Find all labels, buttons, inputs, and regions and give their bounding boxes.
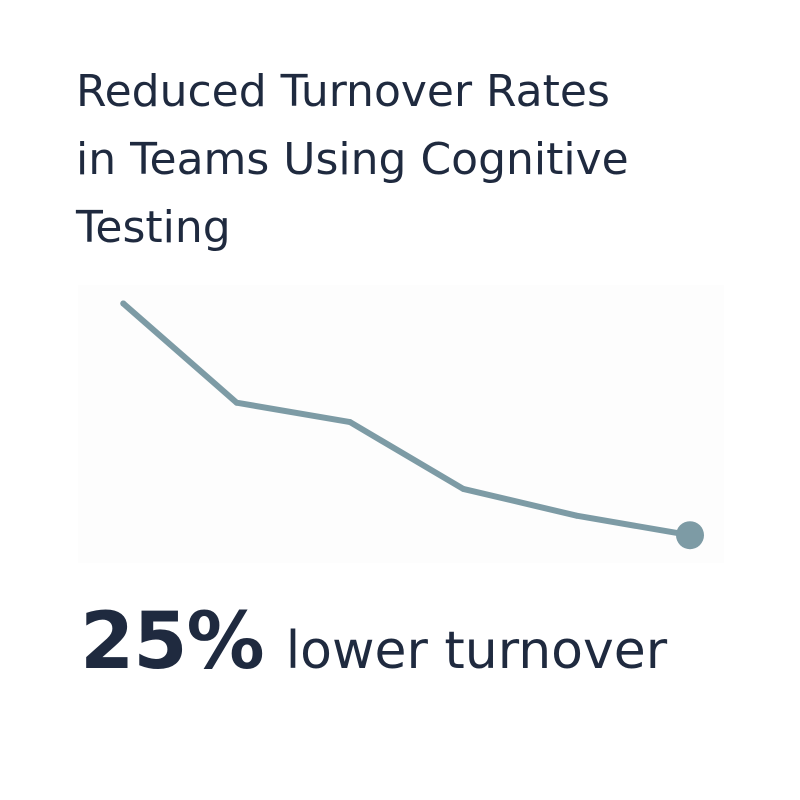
chart-background	[78, 285, 724, 563]
title-line-2: in Teams Using Cognitive	[76, 134, 629, 185]
stat-callout: 25% lower turnover	[80, 597, 667, 697]
data-point-4	[573, 512, 580, 519]
line-chart	[120, 300, 704, 550]
title-line-3: Testing	[76, 202, 231, 253]
stat-label: lower turnover	[285, 621, 668, 681]
stat-value: 25%	[80, 597, 265, 687]
end-point-marker	[676, 521, 704, 550]
data-point-0	[120, 300, 127, 307]
data-point-2	[347, 419, 353, 426]
data-point-3	[460, 485, 467, 492]
title-line-1: Reduced Turnover Rates	[76, 66, 610, 117]
series-line-0	[120, 300, 693, 539]
data-point-1	[233, 399, 240, 406]
page-title: Reduced Turnover Rates in Teams Using Co…	[76, 58, 736, 262]
